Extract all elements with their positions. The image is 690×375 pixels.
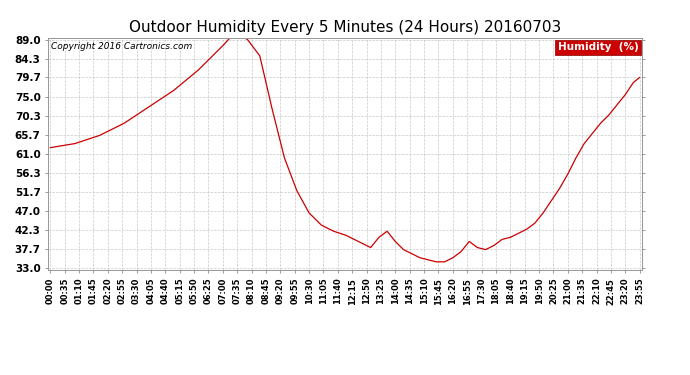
Text: Copyright 2016 Cartronics.com: Copyright 2016 Cartronics.com (51, 42, 193, 51)
Title: Outdoor Humidity Every 5 Minutes (24 Hours) 20160703: Outdoor Humidity Every 5 Minutes (24 Hou… (129, 20, 561, 35)
Text: Humidity  (%): Humidity (%) (558, 42, 639, 52)
